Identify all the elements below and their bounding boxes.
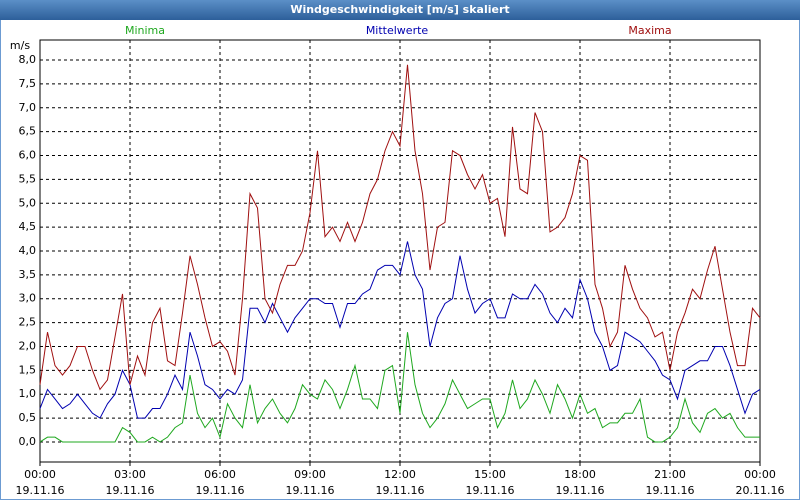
y-tick-label: 0,5 — [19, 411, 37, 424]
y-tick-label: 6,0 — [19, 149, 37, 162]
legend-label: Mittelwerte — [366, 24, 429, 37]
y-tick-label: 0,0 — [19, 435, 37, 448]
x-tick-date: 20.11.16 — [736, 484, 785, 497]
y-tick-label: 1,0 — [19, 387, 37, 400]
x-tick-date: 19.11.16 — [646, 484, 695, 497]
x-tick-date: 19.11.16 — [376, 484, 425, 497]
x-tick-label: 15:00 — [474, 468, 506, 481]
x-tick-label: 00:00 — [744, 468, 776, 481]
y-tick-label: 7,5 — [19, 77, 37, 90]
x-tick-label: 03:00 — [114, 468, 146, 481]
y-axis-unit: m/s — [10, 39, 30, 52]
y-tick-label: 2,5 — [19, 316, 37, 329]
y-tick-label: 1,5 — [19, 363, 37, 376]
title-bar — [0, 0, 800, 20]
x-tick-date: 19.11.16 — [556, 484, 605, 497]
x-tick-label: 12:00 — [384, 468, 416, 481]
x-tick-date: 19.11.16 — [106, 484, 155, 497]
x-tick-date: 19.11.16 — [16, 484, 65, 497]
y-tick-label: 7,0 — [19, 101, 37, 114]
y-tick-label: 3,0 — [19, 292, 37, 305]
y-tick-label: 5,5 — [19, 172, 37, 185]
x-tick-date: 19.11.16 — [196, 484, 245, 497]
y-tick-label: 4,0 — [19, 244, 37, 257]
series-line — [39, 241, 761, 419]
y-tick-label: 5,0 — [19, 196, 37, 209]
x-tick-label: 06:00 — [204, 468, 236, 481]
x-tick-label: 21:00 — [654, 468, 686, 481]
x-tick-label: 18:00 — [564, 468, 596, 481]
legend-label: Minima — [125, 24, 165, 37]
y-tick-label: 3,5 — [19, 268, 37, 281]
x-tick-label: 00:00 — [24, 468, 56, 481]
x-tick-label: 09:00 — [294, 468, 326, 481]
series-line — [39, 64, 761, 391]
x-tick-date: 19.11.16 — [466, 484, 515, 497]
x-tick-date: 19.11.16 — [286, 484, 335, 497]
y-tick-label: 8,0 — [19, 53, 37, 66]
legend-label: Maxima — [628, 24, 671, 37]
chart-title: Windgeschwindigkeit [m/s] skaliert — [290, 3, 509, 16]
y-tick-label: 4,5 — [19, 220, 37, 233]
y-tick-label: 2,0 — [19, 339, 37, 352]
series-line — [39, 332, 760, 443]
y-tick-label: 6,5 — [19, 125, 37, 138]
